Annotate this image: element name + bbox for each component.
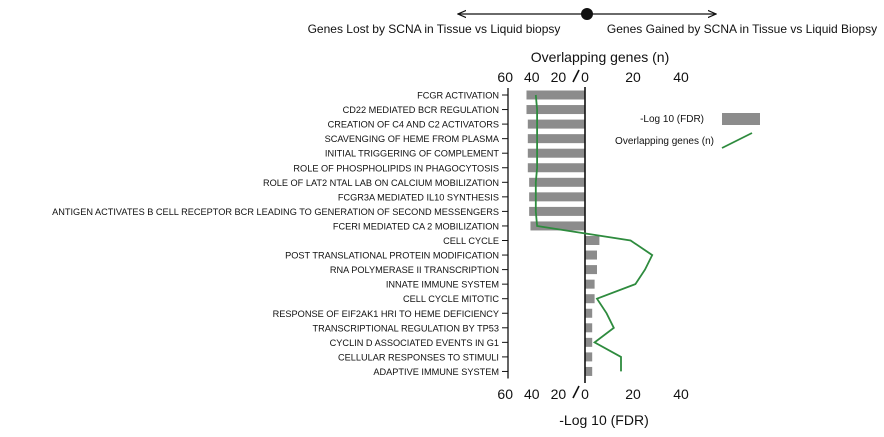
bar xyxy=(585,265,597,275)
top-tick-label: 40 xyxy=(673,69,689,85)
category-label: INITIAL TRIGGERING OF COMPLEMENT xyxy=(325,149,499,159)
bar xyxy=(526,105,585,115)
axis-break-marks xyxy=(572,69,580,399)
bar xyxy=(530,221,585,231)
bottom-tick-label: 20 xyxy=(625,386,641,402)
category-label: FCERI MEDIATED CA 2 MOBILIZATION xyxy=(333,221,499,231)
category-label: ROLE OF LAT2 NTAL LAB ON CALCIUM MOBILIZ… xyxy=(263,178,499,188)
bottom-tick-label: 40 xyxy=(524,386,540,402)
bar xyxy=(529,206,585,216)
category-label: SCAVENGING OF HEME FROM PLASMA xyxy=(325,134,500,144)
bar xyxy=(527,134,585,144)
top-tick-label: 20 xyxy=(625,69,641,85)
legend-line-label: Overlapping genes (n) xyxy=(615,136,714,147)
category-label: FCGR3A MEDIATED IL10 SYNTHESIS xyxy=(338,192,499,202)
category-label: CREATION OF C4 AND C2 ACTIVATORS xyxy=(328,120,499,130)
category-label: POST TRANSLATIONAL PROTEIN MODIFICATION xyxy=(285,251,499,261)
category-label: ADAPTIVE IMMUNE SYSTEM xyxy=(373,367,499,377)
category-labels: FCGR ACTIVATION CD22 MEDIATED BCR REGULAT… xyxy=(52,91,500,377)
bar xyxy=(585,279,595,289)
top-axis-break xyxy=(572,69,580,83)
genes-lost-label: Genes Lost by SCNA in Tissue vs Liquid b… xyxy=(308,22,561,36)
bottom-axis-title: -Log 10 (FDR) xyxy=(559,412,648,428)
top-axis: 60 40 20 0 20 40 xyxy=(497,69,689,85)
genes-gained-label: Genes Gained by SCNA in Tissue vs Liquid… xyxy=(607,22,877,36)
bar xyxy=(585,323,593,333)
top-axis-title: Overlapping genes (n) xyxy=(531,49,670,65)
category-label: RNA POLYMERASE II TRANSCRIPTION xyxy=(330,265,499,275)
bottom-tick-label: 40 xyxy=(673,386,689,402)
legend-line-swatch xyxy=(721,132,753,149)
direction-arrow-center-dot xyxy=(581,8,593,20)
category-label: CELL CYCLE xyxy=(443,236,499,246)
overlapping-genes-line xyxy=(534,94,654,372)
category-label: ROLE OF PHOSPHOLIPIDS IN PHAGOCYTOSIS xyxy=(293,163,499,173)
bottom-tick-label: 20 xyxy=(551,386,567,402)
bar xyxy=(585,366,593,376)
bar xyxy=(585,352,593,362)
category-label: RESPONSE OF EIF2AK1 HRI TO HEME DEFICIEN… xyxy=(273,309,499,319)
bar xyxy=(585,250,597,260)
bottom-axis: 60 40 20 0 20 40 xyxy=(497,386,689,402)
bar xyxy=(529,177,585,187)
legend-bar-swatch xyxy=(722,113,760,125)
bar xyxy=(585,236,600,245)
bottom-axis-break xyxy=(572,385,580,399)
category-label: CD22 MEDIATED BCR REGULATION xyxy=(343,105,499,115)
top-tick-label: 60 xyxy=(497,69,513,85)
bar xyxy=(585,308,593,318)
category-label: TRANSCRIPTIONAL REGULATION BY TP53 xyxy=(312,323,499,333)
legend-bar-label: -Log 10 (FDR) xyxy=(640,114,704,125)
bar xyxy=(585,337,593,347)
category-label: CELL CYCLE MITOTIC xyxy=(403,294,499,304)
category-label: CYCLIN D ASSOCIATED EVENTS IN G1 xyxy=(330,338,499,348)
bar xyxy=(526,90,585,100)
bar xyxy=(527,163,585,173)
category-label: INNATE IMMUNE SYSTEM xyxy=(386,280,499,290)
bar xyxy=(527,148,585,158)
bottom-tick-label: 60 xyxy=(497,386,513,402)
top-tick-label: 20 xyxy=(551,69,567,85)
bottom-tick-label: 0 xyxy=(581,386,589,402)
category-label: FCGR ACTIVATION xyxy=(417,91,499,101)
top-tick-label: 40 xyxy=(524,69,540,85)
bar xyxy=(527,119,585,129)
category-label: CELLULAR RESPONSES TO STIMULI xyxy=(338,352,499,362)
legend: -Log 10 (FDR) Overlapping genes (n) xyxy=(615,113,760,149)
category-label: ANTIGEN ACTIVATES B CELL RECEPTOR BCR LE… xyxy=(52,207,499,217)
bars xyxy=(526,90,600,376)
bar xyxy=(529,192,585,202)
top-tick-label: 0 xyxy=(581,69,589,85)
category-ticks xyxy=(502,94,508,372)
bar xyxy=(585,294,595,304)
